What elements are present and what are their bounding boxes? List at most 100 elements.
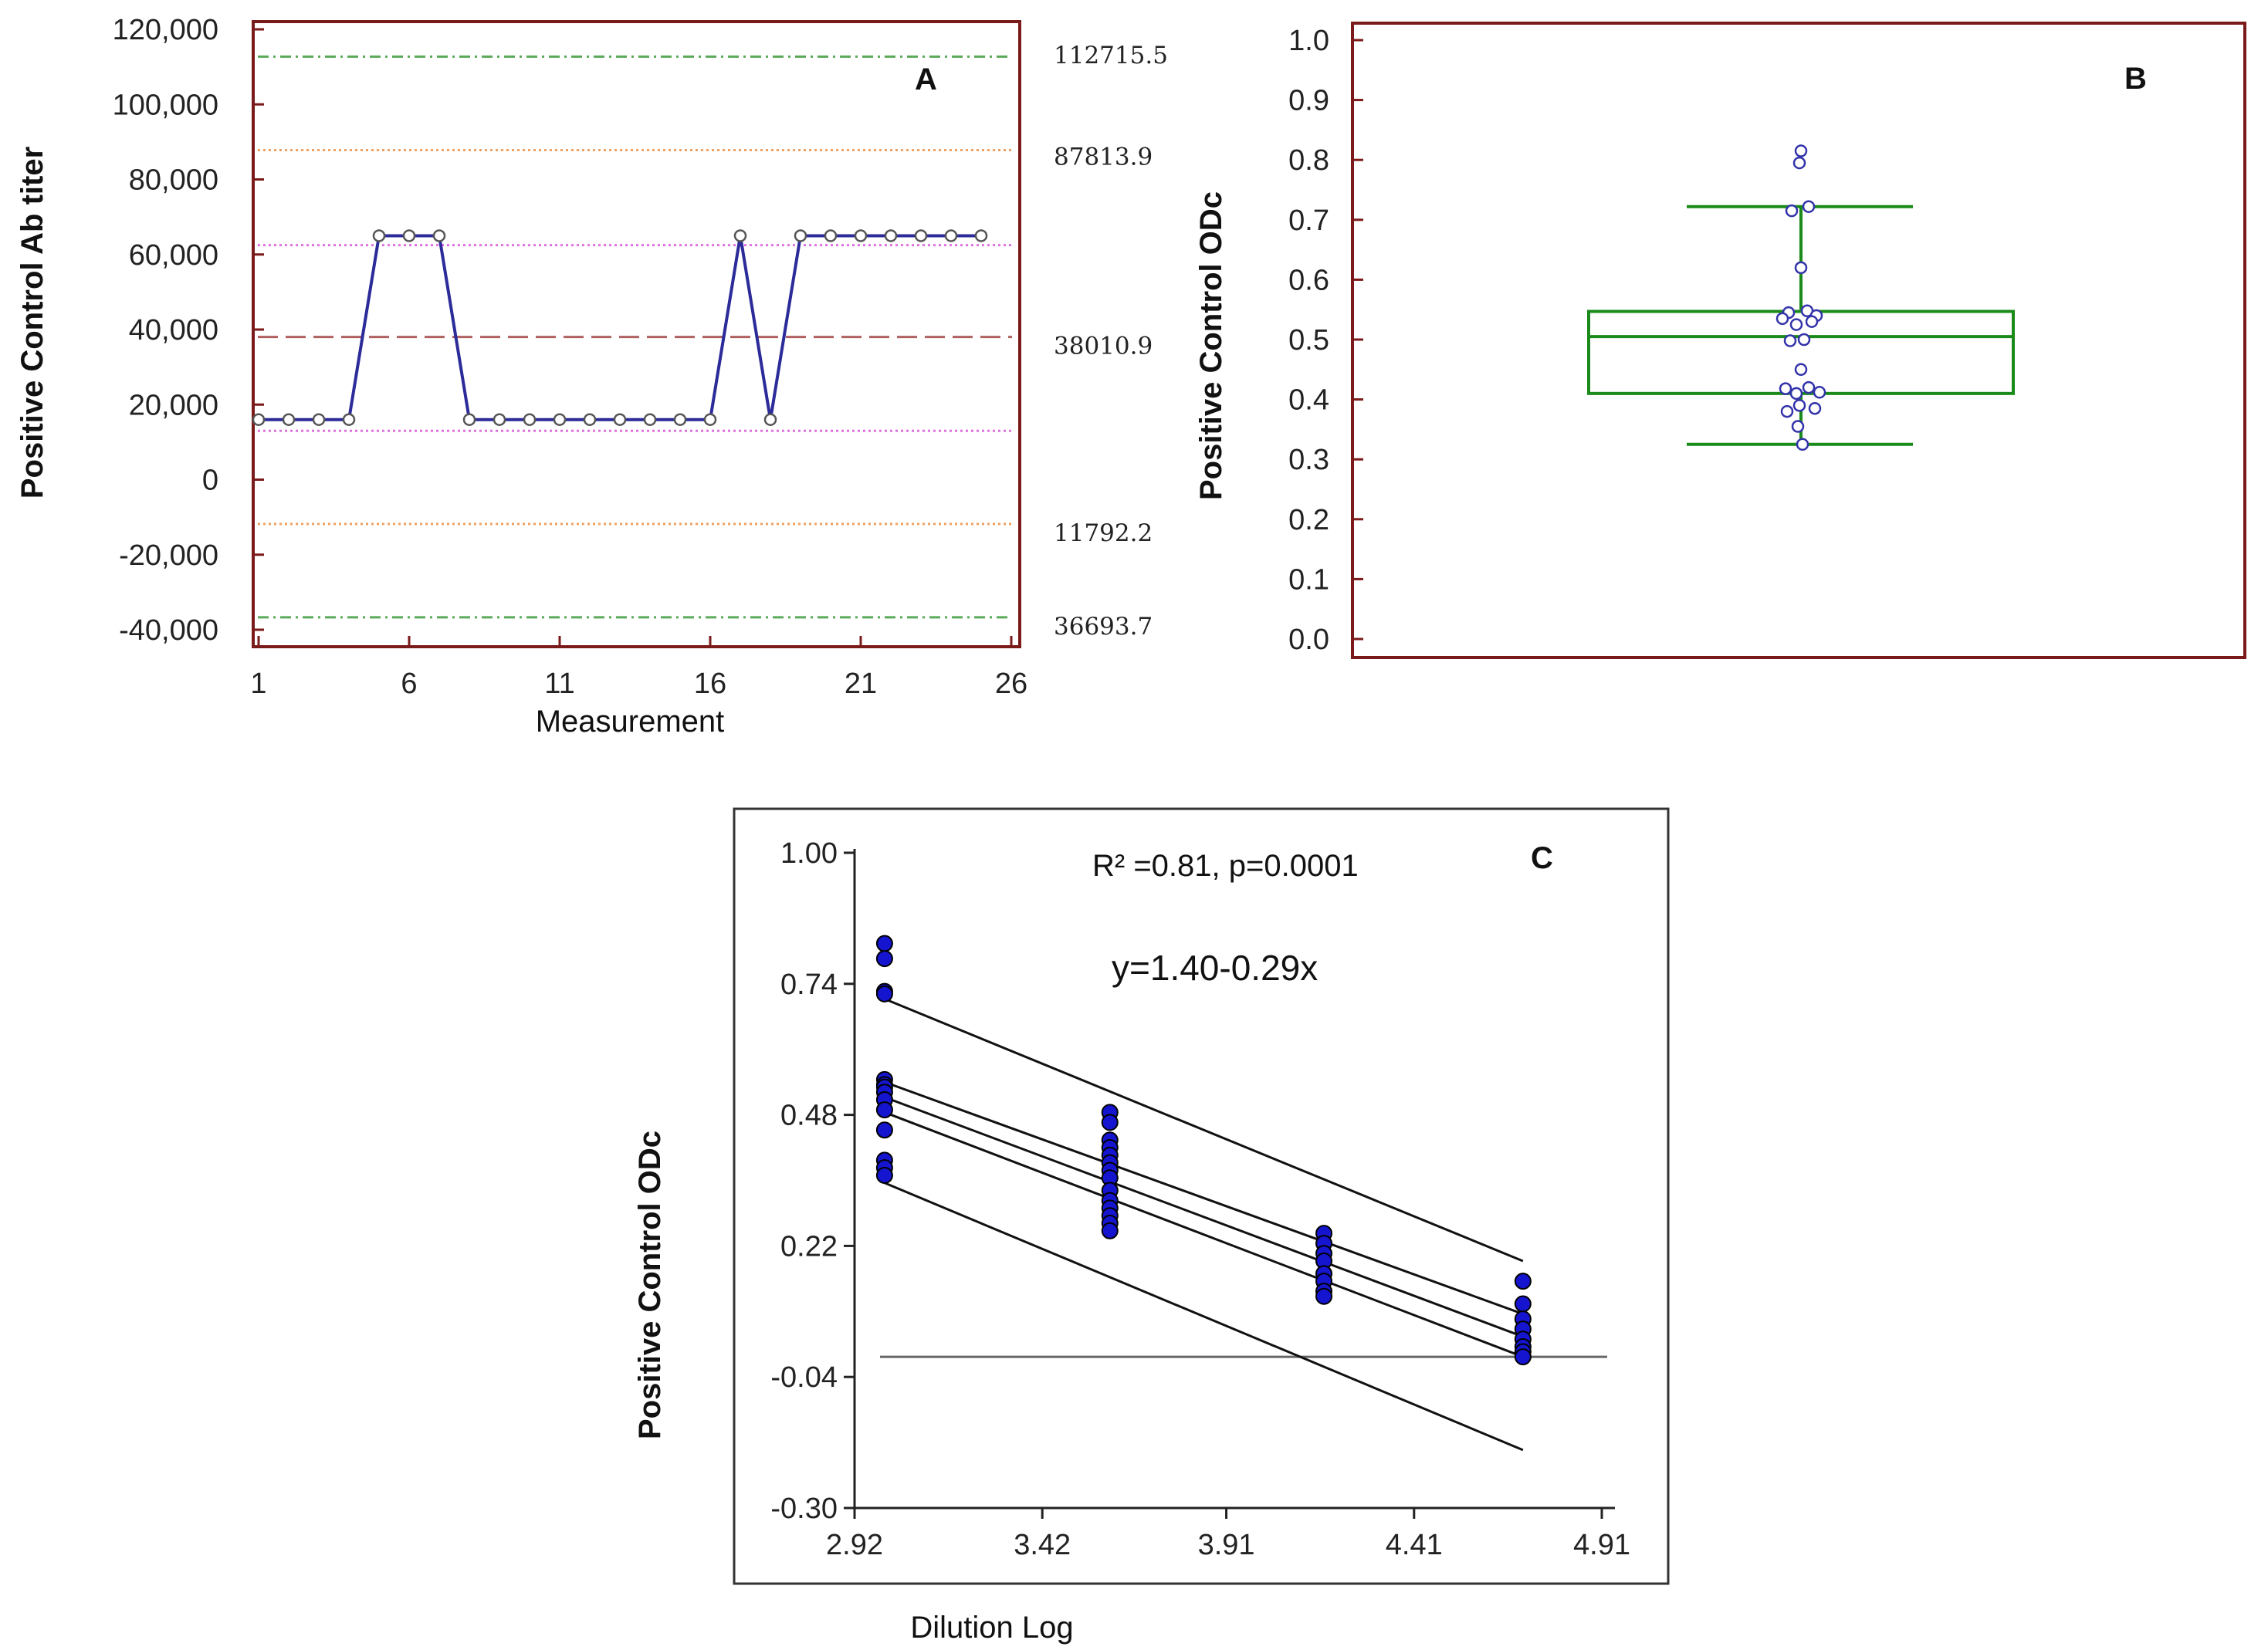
chart-c-data-point	[1101, 1222, 1119, 1239]
chart-a-data-point	[914, 229, 928, 242]
chart-c-data-point	[1101, 1114, 1119, 1131]
chart-a-data-point	[252, 413, 266, 426]
chart-a-x-axis-label: Measurement	[536, 705, 725, 739]
chart-b-y-tick-label: 0.5	[1288, 324, 1329, 357]
chart-a-data-point	[884, 229, 898, 242]
chart-a-series	[252, 229, 988, 426]
chart-a-data-point	[733, 229, 747, 242]
chart-c-y-axis-label: Positive Control ODc	[633, 1131, 667, 1439]
chart-c-data-point	[1514, 1273, 1532, 1290]
chart-a-y-tick-label: -20,000	[119, 539, 218, 572]
chart-c-y-tick-label: 0.74	[780, 969, 838, 1001]
chart-b-data-point	[1805, 315, 1819, 328]
chart-a-y-tick-label: 20,000	[129, 389, 218, 421]
chart-c-panel-label: C	[1531, 841, 1553, 875]
chart-a-y-tick-label: -40,000	[119, 614, 218, 647]
chart-a-y-tick-label: 100,000	[113, 89, 218, 121]
chart-c-x-axis-label: Dilution Log	[910, 1611, 1073, 1645]
chart-b-y-tick-label: 0.6	[1288, 264, 1329, 296]
chart-a-data-point	[824, 229, 838, 242]
chart-b-y-tick-label: 0.1	[1288, 563, 1329, 596]
chart-c-data-point	[875, 1121, 893, 1139]
chart-c-regression-line	[884, 998, 1524, 1263]
chart-a-data-point	[312, 413, 326, 426]
chart-a-control-label: 87813.9	[1054, 144, 1153, 171]
chart-b-data-point	[1780, 404, 1794, 418]
chart-c-data-point	[875, 985, 893, 1003]
chart-a-control-label: 38010.9	[1054, 333, 1153, 360]
chart-a-data-point	[402, 229, 416, 242]
chart-b-data-point	[1785, 204, 1799, 218]
chart-b-data-point	[1796, 438, 1809, 451]
chart-c-data-point	[1514, 1295, 1532, 1313]
chart-b-data-point	[1802, 200, 1816, 213]
chart-a-data-point	[643, 413, 657, 426]
chart-b-y-tick-label: 0.2	[1288, 504, 1329, 536]
chart-a-control-label: 36693.7	[1054, 613, 1153, 641]
chart-b-y-tick-label: 0.0	[1288, 624, 1329, 656]
chart-c-frame	[733, 807, 1670, 1585]
chart-a-data-point	[763, 413, 777, 426]
chart-a-x-tick-label: 21	[845, 668, 877, 700]
chart-a-data-point	[673, 413, 687, 426]
chart-b-data-point	[1808, 401, 1822, 415]
chart-a-y-tick-label: 80,000	[129, 164, 218, 197]
chart-a-data-point	[944, 229, 958, 242]
chart-a-y-tick-label: 0	[202, 465, 218, 497]
chart-a-data-point	[523, 413, 537, 426]
chart-c-regression-line	[884, 1096, 1524, 1338]
chart-a-panel-label: A	[915, 63, 937, 96]
chart-b-y-tick-label: 1.0	[1288, 25, 1329, 57]
chart-b-y-tick-label: 0.9	[1288, 85, 1329, 117]
chart-a-y-tick-label: 40,000	[129, 314, 218, 347]
chart-c-y-tick-label: 1.00	[780, 837, 838, 870]
chart-a-data-point	[583, 413, 597, 426]
chart-a-data-point	[703, 413, 717, 426]
chart-a-x-tick-label: 11	[544, 668, 574, 700]
chart-b-data-point	[1789, 318, 1803, 331]
chart-b-data-point	[1813, 386, 1826, 399]
chart-a-data-point	[493, 413, 506, 426]
chart-a-data-point	[854, 229, 868, 242]
chart-c-y-tick-label: -0.04	[770, 1361, 838, 1394]
chart-a-data-point	[553, 413, 567, 426]
chart-a-data-point	[613, 413, 627, 426]
chart-c-regression-line	[884, 1080, 1524, 1315]
chart-c-y-tick-label: 0.22	[780, 1230, 838, 1263]
chart-b-data-point	[1792, 156, 1806, 170]
chart-c-x-tick-label: 2.92	[826, 1529, 883, 1561]
chart-b-panel-label: B	[2124, 62, 2147, 96]
chart-b-data-point	[1802, 380, 1816, 394]
chart-b-data-point	[1791, 420, 1805, 433]
chart-b-data-point	[1794, 144, 1808, 157]
chart-c-x-tick-label: 3.91	[1198, 1529, 1255, 1561]
chart-b-data-point	[1794, 363, 1808, 377]
chart-a-control-label: 11792.2	[1054, 519, 1153, 547]
chart-c-points	[875, 935, 1532, 1366]
chart-b-points	[1775, 144, 1826, 451]
chart-a-x-tick-label: 26	[995, 668, 1027, 700]
chart-b-y-tick-label: 0.8	[1288, 144, 1329, 177]
chart-c-axes	[853, 849, 1615, 1510]
chart-a-y-axis-label: Positive Control Ab titer	[15, 147, 49, 499]
chart-b-y-tick-label: 0.7	[1288, 205, 1329, 237]
chart-b-data-point	[1797, 333, 1811, 347]
chart-b: 0.0 0.1 0.2 0.3 0.4 0.5 0.6 0.7 0.8 0.9 1.0 B Posi…	[1194, 22, 2246, 659]
chart-c-data-point	[875, 1166, 893, 1184]
chart-c-regression-line	[884, 1111, 1524, 1358]
chart-a-data-point	[432, 229, 446, 242]
chart-c-equation-annotation: y=1.40-0.29x	[1112, 948, 1318, 988]
chart-c-x-tick-label: 4.41	[1386, 1529, 1443, 1561]
chart-a-data-point	[372, 229, 386, 242]
chart-c-regression-lines	[884, 998, 1524, 1452]
chart-a-series-line	[259, 234, 981, 421]
chart-a-x-ticks: 1 6 11 16 21 26	[250, 636, 1027, 700]
chart-a-data-point	[974, 229, 988, 242]
chart-c-y-tick-label: 0.48	[780, 1100, 838, 1132]
chart-c-data-point	[875, 950, 893, 968]
chart-c-r2-annotation: R² =0.81, p=0.0001	[1092, 849, 1359, 883]
chart-c-data-point	[1315, 1287, 1333, 1305]
chart-c-data-point	[875, 935, 893, 952]
chart-a-control-label: 112715.5	[1054, 42, 1168, 69]
